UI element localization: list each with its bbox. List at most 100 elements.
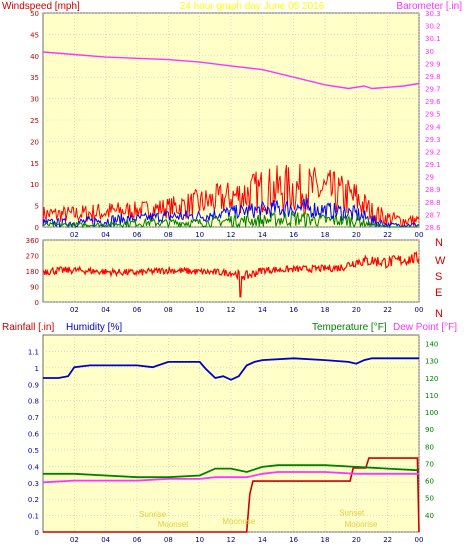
x-tick-label: 00 [415,231,424,239]
x-tick-label: 02 [70,536,79,544]
temperature-label: Temperature [°F] [312,322,387,333]
x-tick-label: 00 [415,536,424,544]
wind-average-line [42,197,420,229]
barometer-tick-label: 29.7 [425,86,441,94]
x-tick-label: 14 [258,231,267,239]
humidity-line [43,357,419,381]
x-tick-label: 18 [321,536,330,544]
barometer-tick-label: 29.8 [425,73,441,81]
wind-wind-line [42,211,419,229]
barometer-tick-label: 29.3 [425,136,441,144]
barometer-tick-label: 28.6 [425,224,441,232]
temperature-tick-label: 100 [425,409,438,417]
barometer-tick-label: 29.2 [425,148,441,156]
astro-label: Sunrise [139,510,167,519]
astro-label: Moonset [158,520,189,529]
y-tick-label: 30 [30,96,39,104]
barometer-tick-label: 29.4 [425,123,441,131]
x-tick-label: 16 [289,231,298,239]
barometer-tick-label: 30.3 [425,10,441,18]
x-tick-label: 12 [227,536,236,544]
temperature-tick-label: 140 [425,341,438,349]
y-tick-label: 90 [30,284,39,292]
x-tick-label: 22 [383,536,392,544]
dewpoint-line [42,471,419,484]
y-tick-label: 0.7 [28,414,39,422]
temperature-tick-label: 50 [425,495,434,503]
wind-gust-line [42,163,420,228]
y-tick-label: 0 [35,529,39,537]
x-tick-label: 02 [70,231,79,239]
x-tick-label: 12 [227,231,236,239]
temperature-tick-label: 60 [425,478,434,486]
y-tick-label: 0 [35,224,39,232]
temperature-tick-label: 120 [425,375,438,383]
barometer-tick-label: 30 [425,48,434,56]
y-tick-label: 0.6 [28,431,40,439]
temperature-line [43,464,420,479]
barometer-tick-label: 29.9 [425,60,441,68]
y-tick-label: 0.1 [28,513,39,521]
rainfall-line [43,457,420,533]
rainfall-label: Rainfall [.in] [2,322,54,333]
x-tick-label: 16 [289,536,298,544]
y-tick-label: 50 [30,10,39,18]
windspeed-label: Windspeed [mph] [2,1,80,12]
x-tick-label: 14 [258,306,267,314]
barometer-tick-label: 29.1 [425,161,441,169]
temperature-tick-label: 80 [425,443,434,451]
x-tick-label: 08 [164,536,173,544]
x-tick-label: 02 [70,306,79,314]
y-tick-label: 180 [26,268,39,276]
x-tick-label: 16 [289,306,298,314]
y-tick-label: 40 [30,53,39,61]
x-tick-label: 20 [352,306,361,314]
x-tick-label: 06 [133,231,142,239]
x-tick-label: 12 [227,306,236,314]
wind-direction-line [42,251,420,298]
x-tick-label: 06 [133,536,142,544]
compass-label: W [435,255,446,267]
y-tick-label: 35 [30,74,39,82]
temperature-tick-label: 40 [425,512,434,520]
y-tick-label: 1.1 [28,348,39,356]
x-tick-label: 22 [383,231,392,239]
x-tick-label: 04 [101,231,110,239]
astro-label: Moonrise [345,520,378,529]
temperature-tick-label: 90 [425,426,434,434]
x-tick-label: 10 [195,306,204,314]
x-tick-label: 20 [352,231,361,239]
x-tick-label: 20 [352,536,361,544]
y-tick-label: 0.5 [28,447,39,455]
y-tick-label: 360 [26,237,39,245]
x-tick-label: 08 [164,231,173,239]
compass-label: N [435,237,443,249]
x-tick-label: 22 [383,306,392,314]
barometer-tick-label: 28.7 [425,211,441,219]
y-tick-label: 0 [35,299,39,307]
y-tick-label: 20 [30,138,39,146]
y-tick-label: 0.3 [28,480,39,488]
barometer-tick-label: 29.5 [425,111,441,119]
compass-label: S [435,271,442,283]
barometer-tick-label: 28.9 [425,186,441,194]
compass-label: N [435,308,443,320]
x-tick-label: 04 [101,536,110,544]
x-tick-label: 14 [258,536,267,544]
y-tick-label: 45 [30,31,39,39]
y-tick-label: 1 [35,365,39,373]
y-tick-label: 15 [30,160,39,168]
barometer-line [42,51,420,90]
barometer-tick-label: 29 [425,174,434,182]
x-tick-label: 10 [195,231,204,239]
astro-label: Sunset [339,509,365,518]
x-tick-label: 10 [195,536,204,544]
x-tick-label: 00 [415,306,424,314]
barometer-tick-label: 30.2 [425,23,441,31]
wind-plot-area [42,12,420,228]
chart-title: 24 hour graph day June 05 2016 [180,1,325,12]
x-tick-label: 04 [101,306,110,314]
x-tick-label: 18 [321,231,330,239]
y-tick-label: 270 [26,253,39,261]
